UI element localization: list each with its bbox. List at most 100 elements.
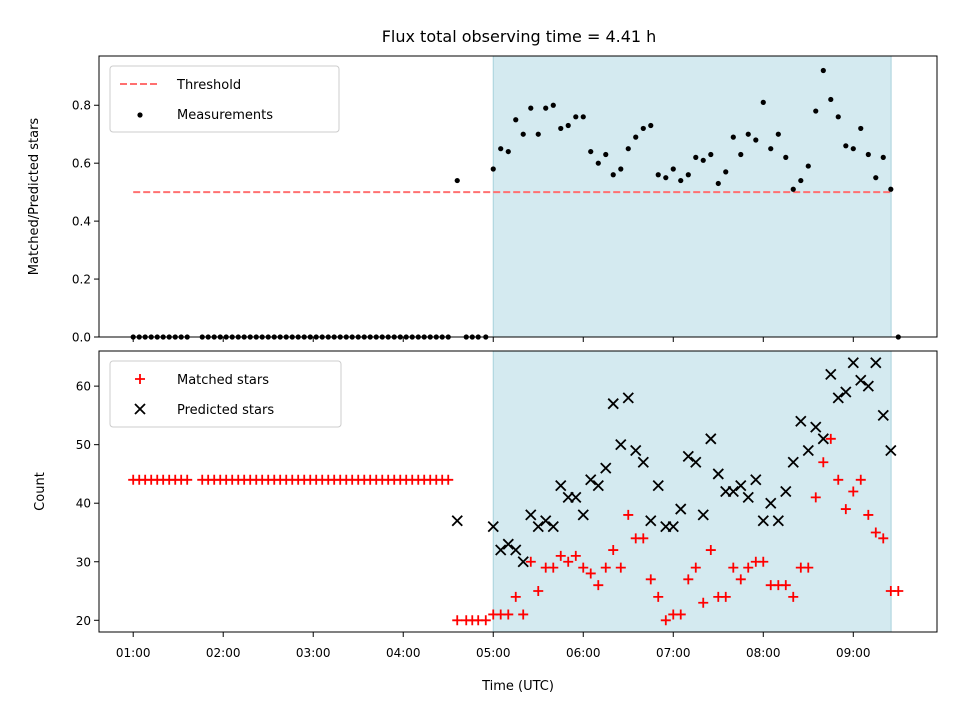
y-tick-label: 0.6 <box>72 157 91 171</box>
plot-frame <box>98 55 938 338</box>
y-tick-label: 30 <box>76 555 91 569</box>
data-point <box>758 556 769 567</box>
data-point <box>682 450 694 463</box>
data-point <box>580 114 586 120</box>
data-point <box>865 151 871 158</box>
data-point <box>863 509 874 520</box>
data-point <box>847 357 859 369</box>
x-tick-label: 02:00 <box>206 646 241 660</box>
observing-window-shade <box>492 55 892 338</box>
data-point <box>697 509 709 521</box>
chart-title: Flux total observing time = 4.41 h <box>382 27 657 46</box>
data-point <box>738 151 744 158</box>
data-point <box>443 474 454 485</box>
data-point <box>768 146 774 152</box>
data-point <box>667 520 679 533</box>
data-point <box>670 166 676 172</box>
data-point <box>532 520 544 533</box>
data-point <box>828 96 834 103</box>
data-point <box>698 597 709 608</box>
y-tick-label: 0.4 <box>72 215 91 229</box>
data-point <box>525 556 536 567</box>
data-point <box>848 486 859 497</box>
data-point <box>480 615 491 626</box>
data-point <box>655 172 661 178</box>
data-point <box>652 480 664 492</box>
data-point <box>547 520 559 533</box>
data-point <box>535 131 541 137</box>
data-point <box>885 444 897 457</box>
data-point <box>817 433 829 445</box>
data-point <box>790 186 796 192</box>
data-point <box>520 131 526 137</box>
series-measurements <box>130 67 901 340</box>
y-tick-label: 40 <box>76 497 91 511</box>
data-point <box>705 545 716 556</box>
data-point <box>608 545 619 556</box>
data-point <box>645 515 657 527</box>
data-point <box>683 574 694 585</box>
data-point <box>675 503 687 515</box>
observing-window-shade <box>492 350 892 633</box>
x-tick-label: 03:00 <box>296 646 331 660</box>
data-point <box>825 433 836 444</box>
data-point <box>615 439 627 451</box>
data-point <box>577 509 589 521</box>
data-point <box>588 148 594 155</box>
data-point <box>728 562 739 573</box>
data-point <box>843 143 849 149</box>
data-point <box>685 172 691 178</box>
data-point <box>675 609 686 620</box>
data-point <box>757 515 769 527</box>
data-point <box>735 480 747 492</box>
data-point <box>877 409 889 422</box>
x-tick-label: 01:00 <box>116 646 151 660</box>
x-tick-label: 06:00 <box>566 646 601 660</box>
data-point <box>833 474 844 485</box>
x-tick-label: 07:00 <box>656 646 691 660</box>
data-point <box>618 166 624 172</box>
y-tick-label: 0.8 <box>72 99 91 113</box>
data-point <box>780 485 792 498</box>
legend: Matched stars Predicted stars <box>109 360 342 428</box>
data-point <box>855 374 867 386</box>
data-point <box>510 591 521 602</box>
data-point <box>505 148 511 155</box>
data-point <box>595 160 601 166</box>
data-point <box>585 474 597 486</box>
data-point <box>570 491 582 503</box>
data-point <box>600 462 612 474</box>
data-point <box>873 175 879 181</box>
data-point <box>563 556 574 567</box>
data-point <box>840 504 851 515</box>
data-point <box>570 550 581 561</box>
data-point <box>795 415 807 427</box>
data-point <box>878 533 889 544</box>
series-matched-stars <box>128 433 904 626</box>
data-point <box>715 180 721 187</box>
data-point <box>518 609 529 620</box>
y-tick-label: 60 <box>76 380 91 394</box>
data-point <box>525 509 537 521</box>
data-point <box>825 368 837 381</box>
data-point <box>451 515 463 527</box>
data-point <box>870 527 881 538</box>
data-point <box>742 491 754 503</box>
data-point <box>787 456 799 468</box>
data-point <box>593 580 604 591</box>
x-tick-label: 09:00 <box>836 646 871 660</box>
data-point <box>750 474 762 486</box>
data-point <box>603 151 609 158</box>
data-point <box>565 122 571 129</box>
data-point <box>633 134 639 140</box>
data-point <box>638 533 649 544</box>
data-point <box>840 386 852 398</box>
legend-box <box>109 65 340 133</box>
y-axis-label: Count <box>33 472 48 511</box>
x-axis-label: Time (UTC) <box>481 679 554 694</box>
data-point <box>858 125 864 132</box>
x-tick-label: 08:00 <box>746 646 781 660</box>
data-point <box>850 146 856 152</box>
data-point <box>893 586 904 597</box>
